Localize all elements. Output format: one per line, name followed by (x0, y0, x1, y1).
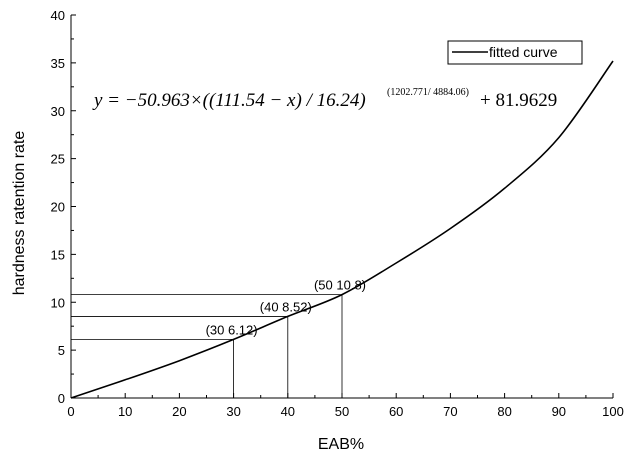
x-tick-label: 70 (443, 404, 457, 419)
y-tick-label: 0 (58, 391, 65, 406)
annotation-label: (50 10.8) (314, 278, 366, 293)
y-axis-title: hardness ratention rate (11, 131, 28, 296)
y-tick-label: 5 (58, 343, 65, 358)
y-tick-label: 30 (51, 104, 65, 119)
fit-equation: y = −50.963×((111.54 − x) / 16.24) (1202… (92, 87, 557, 111)
y-tick-label: 25 (51, 152, 65, 167)
y-tick-label: 35 (51, 56, 65, 71)
y-tick-label: 20 (51, 200, 65, 215)
legend-box (447, 40, 583, 65)
x-tick-label: 60 (389, 404, 403, 419)
equation-tail: + 81.9629 (480, 90, 557, 111)
reference-lines (71, 294, 343, 398)
annotation-label: (40 8.52) (260, 299, 312, 314)
legend-entry-fitted-curve: fitted curve (489, 44, 558, 60)
x-tick-label: 80 (497, 404, 511, 419)
x-tick-label: 0 (67, 404, 74, 419)
annotation-labels: (30 6.12)(40 8.52)(50 10.8) (206, 278, 366, 338)
ticks: 0 10 20 30 40 50 60 70 80 90 100 0 5 10 15 20 25 30 35 40 (51, 8, 624, 419)
annotation-label: (30 6.12) (206, 322, 258, 337)
equation-main: y = −50.963×((111.54 − x) / 16.24) (92, 90, 366, 111)
x-tick-label: 90 (552, 404, 566, 419)
legend: fitted curve (447, 40, 583, 65)
x-tick-label: 30 (226, 404, 240, 419)
y-tick-label: 15 (51, 247, 65, 262)
x-tick-label: 20 (172, 404, 186, 419)
equation-exponent: (1202.771/ 4884.06) (387, 87, 469, 98)
x-tick-label: 100 (602, 404, 624, 419)
y-tick-label: 40 (51, 8, 65, 23)
x-tick-label: 40 (281, 404, 295, 419)
y-tick-label: 10 (51, 295, 65, 310)
x-axis-title: EAB% (318, 436, 364, 453)
x-tick-label: 10 (118, 404, 132, 419)
x-tick-label: 50 (335, 404, 349, 419)
series-fitted-curve-line (70, 60, 614, 399)
